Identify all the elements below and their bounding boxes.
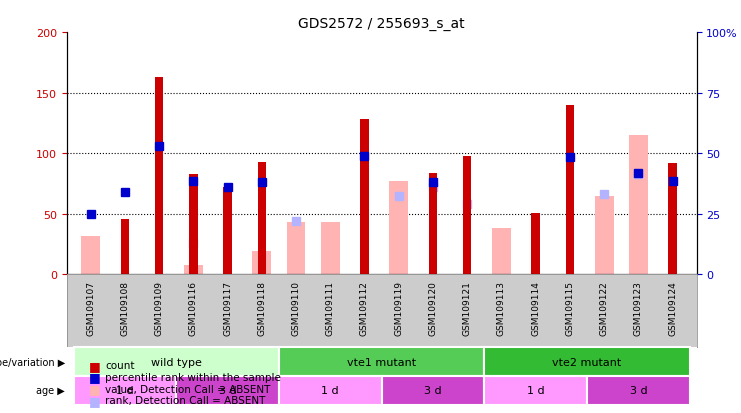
Text: GSM109111: GSM109111 bbox=[326, 280, 335, 335]
Text: ■: ■ bbox=[89, 370, 101, 384]
Text: ■: ■ bbox=[89, 382, 101, 395]
Bar bbox=[389, 182, 408, 275]
Bar bbox=[184, 265, 203, 275]
Bar bbox=[360, 120, 369, 275]
Text: wild type: wild type bbox=[150, 357, 202, 367]
Text: 1 d: 1 d bbox=[527, 385, 545, 395]
Text: GSM109112: GSM109112 bbox=[360, 280, 369, 335]
Text: GSM109121: GSM109121 bbox=[462, 280, 472, 335]
Text: 3 d: 3 d bbox=[424, 385, 442, 395]
Bar bbox=[279, 347, 485, 376]
Text: age ▶: age ▶ bbox=[36, 385, 65, 395]
Text: GSM109114: GSM109114 bbox=[531, 280, 540, 335]
Text: rank, Detection Call = ABSENT: rank, Detection Call = ABSENT bbox=[105, 395, 265, 405]
Bar bbox=[531, 213, 540, 275]
Text: GSM109110: GSM109110 bbox=[291, 280, 301, 335]
Text: ■: ■ bbox=[89, 394, 101, 407]
Bar bbox=[155, 78, 164, 275]
Bar bbox=[189, 174, 198, 275]
Bar bbox=[121, 219, 129, 275]
Title: GDS2572 / 255693_s_at: GDS2572 / 255693_s_at bbox=[299, 17, 465, 31]
Text: percentile rank within the sample: percentile rank within the sample bbox=[105, 372, 281, 382]
Text: genotype/variation ▶: genotype/variation ▶ bbox=[0, 357, 65, 367]
Bar bbox=[279, 376, 382, 405]
Text: 3 d: 3 d bbox=[219, 385, 236, 395]
Text: GSM109109: GSM109109 bbox=[155, 280, 164, 335]
Bar bbox=[595, 196, 614, 275]
Bar bbox=[253, 252, 271, 275]
Text: GSM109115: GSM109115 bbox=[565, 280, 574, 335]
Text: GSM109107: GSM109107 bbox=[86, 280, 95, 335]
Text: GSM109113: GSM109113 bbox=[497, 280, 506, 335]
Bar bbox=[485, 376, 587, 405]
Bar bbox=[73, 347, 279, 376]
Text: GSM109123: GSM109123 bbox=[634, 280, 643, 335]
Text: GSM109120: GSM109120 bbox=[428, 280, 437, 335]
Text: GSM109124: GSM109124 bbox=[668, 280, 677, 335]
Bar bbox=[668, 164, 677, 275]
Text: GSM109119: GSM109119 bbox=[394, 280, 403, 335]
Bar bbox=[587, 376, 690, 405]
Text: vte2 mutant: vte2 mutant bbox=[552, 357, 622, 367]
Text: GSM109118: GSM109118 bbox=[257, 280, 266, 335]
Bar bbox=[463, 156, 471, 275]
Text: GSM109108: GSM109108 bbox=[120, 280, 130, 335]
Text: GSM109116: GSM109116 bbox=[189, 280, 198, 335]
Bar bbox=[485, 347, 690, 376]
Text: 1 d: 1 d bbox=[322, 385, 339, 395]
Text: vte1 mutant: vte1 mutant bbox=[347, 357, 416, 367]
Bar bbox=[287, 223, 305, 275]
Text: ■: ■ bbox=[89, 359, 101, 372]
Bar bbox=[382, 376, 485, 405]
Text: GSM109122: GSM109122 bbox=[599, 280, 608, 335]
Bar bbox=[321, 223, 339, 275]
Bar bbox=[223, 188, 232, 275]
Text: 3 d: 3 d bbox=[630, 385, 647, 395]
Text: GSM109117: GSM109117 bbox=[223, 280, 232, 335]
Text: value, Detection Call = ABSENT: value, Detection Call = ABSENT bbox=[105, 384, 270, 394]
Bar bbox=[565, 106, 574, 275]
Bar bbox=[82, 236, 100, 275]
Text: count: count bbox=[105, 361, 135, 370]
Text: 1 d: 1 d bbox=[116, 385, 133, 395]
Bar bbox=[258, 162, 266, 275]
Bar bbox=[429, 173, 437, 275]
Bar bbox=[629, 136, 648, 275]
Bar bbox=[492, 229, 511, 275]
Bar bbox=[73, 376, 176, 405]
Bar bbox=[176, 376, 279, 405]
